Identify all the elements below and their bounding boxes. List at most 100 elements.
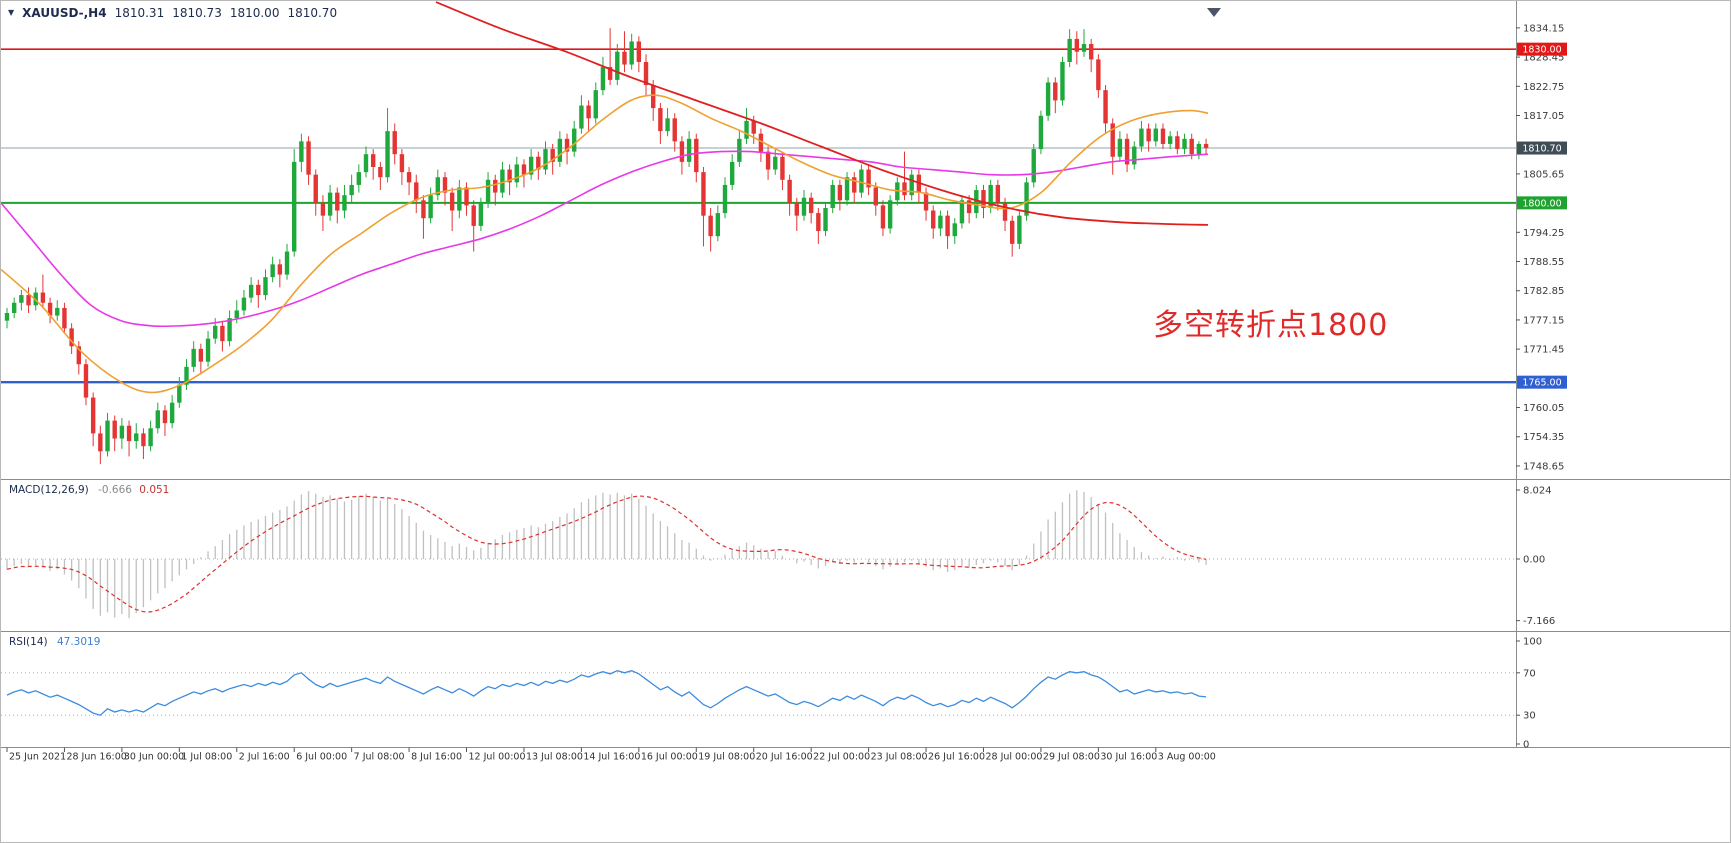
- candle-body: [4, 313, 10, 321]
- candle-body: [349, 184, 354, 196]
- symbol-dropdown-icon[interactable]: ▼: [8, 8, 15, 17]
- candle-body: [808, 197, 814, 214]
- time-axis-label: 20 Jul 16:00: [756, 752, 813, 763]
- candle-body: [909, 174, 914, 196]
- candle-body: [449, 192, 455, 211]
- candle-body: [11, 302, 17, 314]
- candle-body: [1081, 44, 1087, 52]
- candle-body: [643, 61, 649, 86]
- candle-body: [536, 156, 541, 170]
- candle-body: [313, 174, 318, 203]
- macd-axis-label: 8.024: [1523, 485, 1552, 496]
- time-axis-label: 28 Jul 00:00: [985, 752, 1042, 763]
- time-axis-label: 26 Jul 16:00: [928, 752, 985, 763]
- candle-body: [528, 156, 534, 175]
- chart-shift-marker-icon[interactable]: [1207, 8, 1221, 17]
- symbol-timeframe-label: XAUUSD-,H4: [22, 6, 107, 20]
- candle-body: [931, 210, 936, 229]
- candle-body: [686, 138, 692, 162]
- candle-body: [873, 187, 878, 206]
- candle-body: [119, 425, 125, 439]
- time-axis-label: 2 Jul 16:00: [239, 752, 290, 763]
- candle-body: [1088, 44, 1094, 60]
- candle-body: [442, 177, 448, 193]
- ma-slow-line: [1, 150, 1209, 328]
- candle-body: [880, 205, 886, 229]
- candle-body: [299, 141, 304, 162]
- candle-body: [830, 184, 835, 208]
- close-value: 1810.70: [287, 6, 338, 20]
- candle-body: [1160, 128, 1166, 144]
- candle-body: [406, 172, 412, 183]
- chart-header: ▼ XAUUSD-,H4 1810.31 1810.73 1810.00 181…: [8, 6, 337, 20]
- candle-body: [169, 402, 175, 424]
- candle-body: [550, 149, 555, 162]
- candle-body: [988, 184, 993, 208]
- candle-body: [1024, 182, 1029, 216]
- candle-body: [586, 105, 591, 119]
- candle-body: [923, 192, 929, 211]
- candle-body: [1175, 136, 1180, 150]
- macd-axis-label: -7.166: [1523, 616, 1555, 627]
- candle-body: [263, 277, 268, 296]
- candle-body: [715, 213, 721, 237]
- candle-body: [1074, 38, 1080, 52]
- time-axis-label: 7 Jul 08:00: [354, 752, 405, 763]
- candle-body: [572, 128, 577, 152]
- candle-body: [134, 433, 139, 442]
- candle-body: [1189, 138, 1194, 155]
- candle-body: [507, 169, 512, 183]
- price-axis-label: 1777.15: [1523, 315, 1564, 326]
- candle-body: [600, 67, 606, 91]
- candle-body: [270, 264, 275, 278]
- candle-body: [306, 141, 311, 175]
- candle-body: [105, 420, 110, 452]
- time-axis-label: 13 Jul 08:00: [526, 752, 583, 763]
- candle-body: [19, 295, 24, 303]
- time-axis-label: 16 Jul 00:00: [641, 752, 698, 763]
- candle-body: [701, 172, 706, 216]
- candle-body: [1110, 123, 1115, 157]
- candle-body: [966, 200, 972, 214]
- price-axis-label: 1782.85: [1523, 286, 1564, 297]
- panel-frame: [1, 1, 1730, 748]
- time-axis-label: 14 Jul 16:00: [583, 752, 640, 763]
- candle-body: [335, 192, 340, 211]
- candle-body: [485, 179, 491, 203]
- macd-main-value: -0.666: [98, 484, 132, 496]
- candle-body: [945, 215, 950, 237]
- candle-body: [1045, 82, 1051, 116]
- candle-body: [435, 177, 440, 196]
- candle-body: [722, 184, 728, 214]
- open-value: 1810.31: [114, 6, 165, 20]
- indicator-axes: 8.024 0.00 -7.166 100 70 30 0: [1516, 485, 1555, 751]
- rsi-indicator-label: RSI(14) 47.3019: [9, 636, 100, 648]
- price-badge-1810.70: [1517, 141, 1567, 155]
- price-badge-1830.00: [1517, 42, 1567, 56]
- candle-body: [464, 187, 469, 206]
- candle-body: [1038, 115, 1044, 150]
- candle-body: [974, 190, 979, 214]
- candle-body: [1196, 143, 1202, 155]
- rsi-layer: [1, 670, 1516, 716]
- price-axis-label: 1828.45: [1523, 53, 1564, 64]
- candle-body: [162, 410, 168, 424]
- descending-trendline[interactable]: [435, 1, 1209, 226]
- price-axis-label: 1794.25: [1523, 228, 1564, 239]
- candle-body: [679, 141, 685, 162]
- candle-body: [227, 318, 232, 342]
- time-axis-label: 30 Jul 16:00: [1100, 752, 1157, 763]
- price-axis-label: 1817.05: [1523, 111, 1564, 122]
- candle-body: [765, 151, 771, 170]
- candle-body: [385, 131, 390, 178]
- candle-body: [191, 348, 196, 367]
- candle-body: [852, 177, 857, 193]
- candle-body: [1139, 128, 1144, 147]
- candle-body: [708, 215, 713, 237]
- time-axis-label: 19 Jul 08:00: [698, 752, 755, 763]
- macd-axis-label: 0.00: [1523, 555, 1545, 566]
- macd-name: MACD(12,26,9): [9, 484, 89, 496]
- price-axis-label: 1788.55: [1523, 257, 1564, 268]
- candle-body: [220, 325, 225, 342]
